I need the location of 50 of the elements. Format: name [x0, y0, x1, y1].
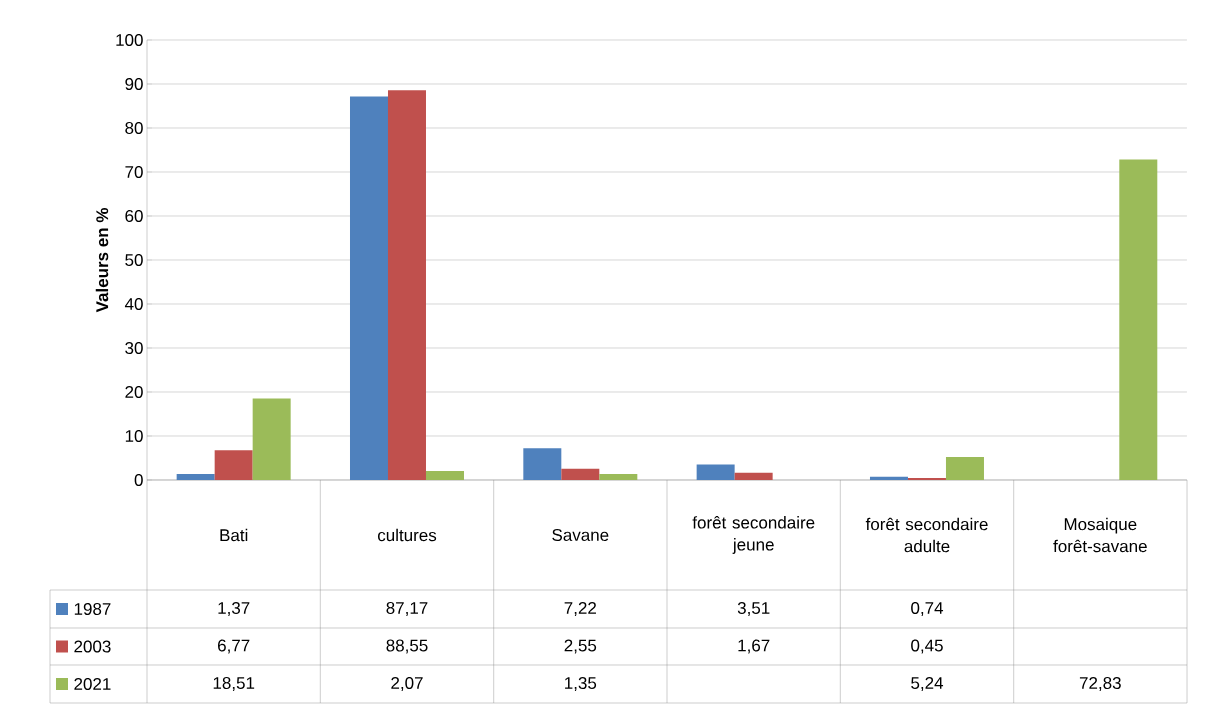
legend-label: 2003 — [74, 640, 111, 653]
data-label: 7,22 — [564, 601, 596, 617]
bar — [425, 470, 464, 480]
x-tick-label: Savane — [552, 528, 609, 542]
y-tick-label: 0 — [134, 473, 143, 487]
x-tick-label: forêt secondaire adulte — [865, 517, 988, 553]
bar — [599, 474, 638, 480]
bar — [252, 398, 291, 480]
data-label: 2,07 — [391, 676, 423, 692]
y-tick-label: 10 — [125, 429, 143, 443]
y-tick-label: 30 — [125, 341, 143, 355]
bar — [214, 450, 253, 480]
bar — [349, 96, 388, 480]
data-label: 88,55 — [386, 639, 428, 654]
data-label: 2,55 — [564, 639, 597, 654]
x-tick-label: forêt secondaire jeune — [692, 516, 815, 554]
data-label: 0,74 — [911, 601, 944, 617]
x-tick-label: Bati — [220, 528, 248, 542]
y-tick-label: 70 — [125, 165, 143, 179]
data-label: 87,17 — [386, 601, 428, 617]
y-tick-label: 60 — [125, 209, 143, 223]
y-tick-label: 40 — [124, 297, 143, 311]
y-tick-label: 100 — [116, 33, 143, 47]
data-label: 5,24 — [911, 676, 944, 692]
data-label: 6,77 — [218, 639, 250, 654]
bar — [387, 90, 426, 480]
bar — [869, 476, 908, 480]
y-tick-label: 80 — [125, 121, 143, 135]
bar — [523, 448, 562, 480]
y-tick-label: 90 — [125, 77, 143, 91]
data-label: 18,51 — [213, 676, 255, 692]
data-label: 0,45 — [911, 639, 943, 654]
bar — [561, 468, 600, 480]
y-tick-label: 20 — [125, 385, 143, 399]
data-label: 1,67 — [738, 639, 770, 654]
data-label: 1,35 — [565, 676, 597, 692]
y-tick-label: 50 — [125, 253, 143, 267]
data-label: 72,83 — [1079, 676, 1121, 692]
x-tick-label: Mosaique forêt-savane — [1053, 517, 1147, 553]
bar — [945, 456, 984, 480]
data-label: 1,37 — [218, 601, 250, 617]
legend-label: 2021 — [74, 677, 111, 691]
legend-label: 1987 — [74, 602, 111, 616]
bar — [696, 464, 735, 480]
x-tick-label: cultures — [377, 528, 437, 542]
bar — [1119, 159, 1158, 480]
bar — [176, 473, 215, 480]
data-label: 3,51 — [737, 601, 770, 617]
y-axis-title: Valeurs en % — [95, 208, 109, 313]
bar — [734, 472, 773, 480]
